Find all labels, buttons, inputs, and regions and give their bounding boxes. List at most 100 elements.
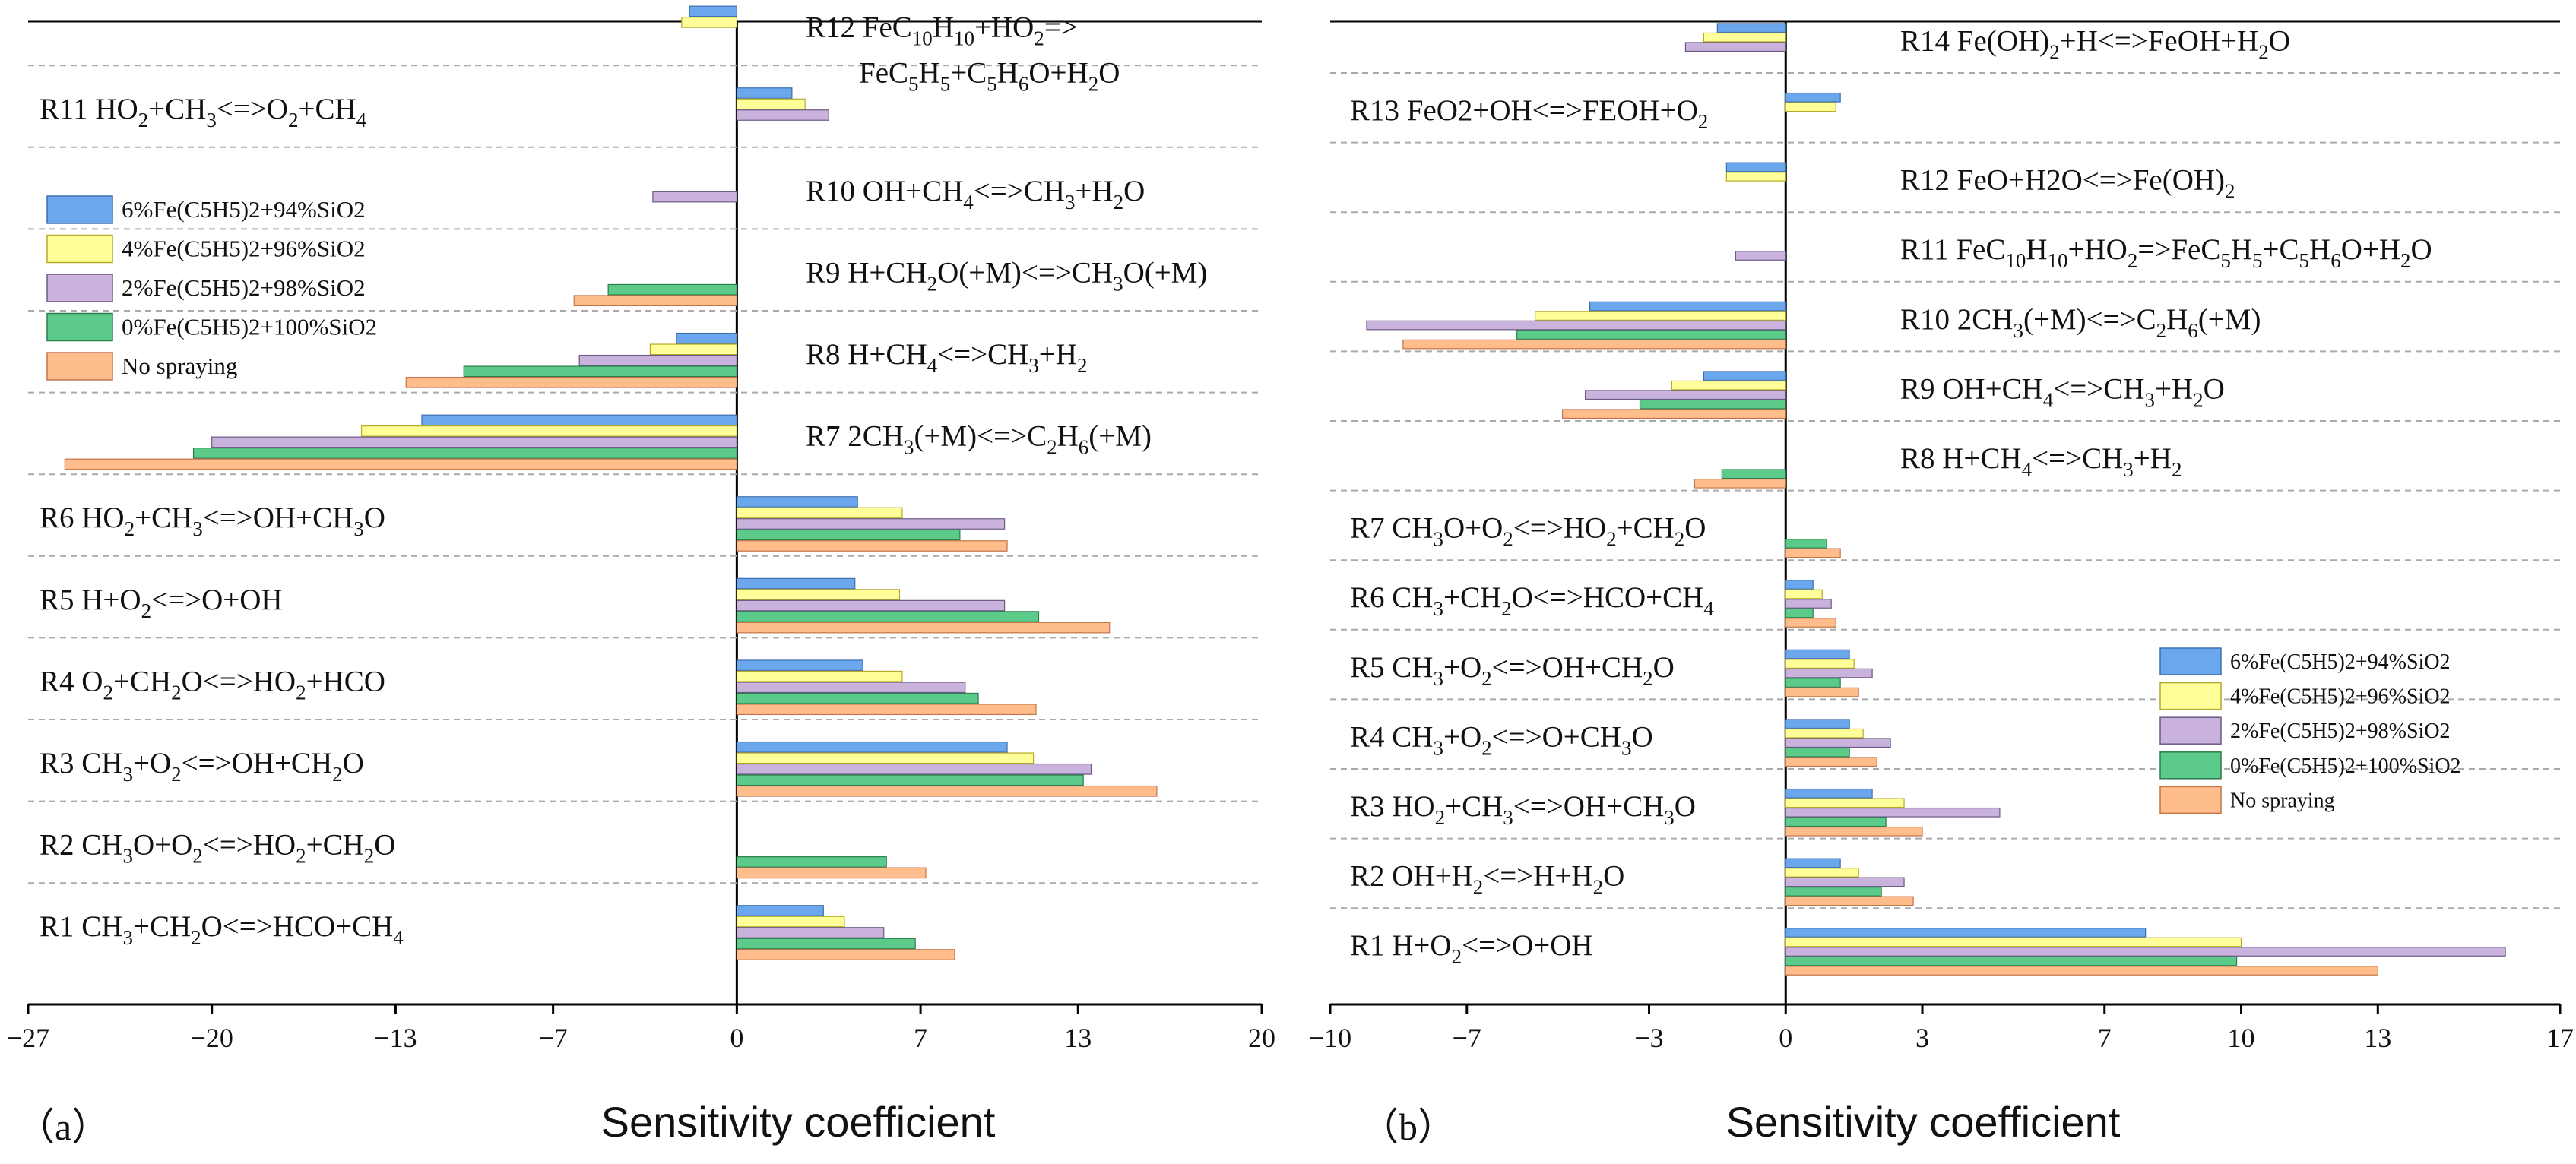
bar-R9-s4 [607, 283, 737, 296]
bar-R12-s1 [1725, 162, 1786, 172]
legend-swatch [2159, 682, 2222, 710]
bar-R5-s3 [1785, 668, 1873, 678]
bar-R1-s5 [736, 949, 955, 960]
bar-R6-s3 [736, 518, 1006, 530]
bar-R3-s1 [736, 741, 1008, 753]
legend-label: 6%Fe(C5H5)2+94%SiO2 [2230, 650, 2451, 674]
bar-R4-s1 [1785, 719, 1850, 729]
bar-R2-s4 [736, 856, 887, 868]
x-tick-label: −7 [1453, 1023, 1481, 1053]
bar-R2-s5 [1785, 896, 1914, 906]
reaction-label-R12-cont: FeC5H5+C5H6O+H2O [859, 57, 1120, 96]
bar-R5-s2 [1785, 659, 1855, 669]
bar-R11-s3 [736, 109, 829, 121]
x-tick-label: 0 [730, 1023, 743, 1053]
bar-R6-s1 [1785, 580, 1814, 590]
bar-R8-s4 [1721, 469, 1786, 479]
bar-R2-s1 [1785, 858, 1841, 868]
legend-label: 2%Fe(C5H5)2+98%SiO2 [122, 274, 366, 301]
bar-R12-s2 [1725, 172, 1786, 182]
legend-swatch [2159, 647, 2222, 675]
bar-R4-s5 [1785, 757, 1877, 767]
bar-R4-s3 [1785, 738, 1891, 748]
reaction-label-R12: R12 FeO+H2O<=>Fe(OH)2 [1900, 164, 2235, 203]
bar-R2-s5 [736, 867, 927, 879]
bar-R11-s3 [1735, 251, 1786, 261]
legend-label: 0%Fe(C5H5)2+100%SiO2 [2230, 754, 2461, 778]
bar-R1-s5 [1785, 966, 2378, 976]
reaction-label-R11: R11 HO2+CH3<=>O2+CH4 [40, 93, 367, 131]
bar-R6-s4 [736, 529, 961, 541]
bar-R5-s3 [736, 599, 1006, 612]
reaction-label-R14: R14 Fe(OH)2+H<=>FeOH+H2O [1900, 24, 2290, 63]
bar-R4-s4 [736, 692, 979, 704]
legend-swatch [2159, 716, 2222, 745]
bar-R2-s2 [1785, 868, 1859, 878]
bar-R4-s2 [1785, 728, 1864, 739]
bar-R1-s4 [736, 938, 916, 950]
bar-R14-s1 [1716, 23, 1786, 33]
x-tick-label: 17 [2546, 1023, 2574, 1053]
bar-R8-s5 [405, 376, 737, 388]
bar-R10-s3 [652, 191, 737, 203]
legend-swatch [2159, 786, 2222, 814]
reaction-label-R3: R3 CH3+O2<=>OH+CH2O [40, 747, 364, 786]
legend-label: 6%Fe(C5H5)2+94%SiO2 [122, 196, 366, 223]
legend-swatch [46, 312, 113, 342]
bar-R8-s2 [649, 343, 737, 356]
bar-R14-s2 [1703, 32, 1786, 43]
bar-R3-s3 [1785, 807, 2001, 818]
bar-R4-s3 [736, 682, 966, 694]
x-tick-label: −13 [374, 1023, 417, 1053]
bar-R7-s5 [64, 458, 737, 470]
x-tick-label: −3 [1634, 1023, 1663, 1053]
x-tick-label: 20 [1248, 1023, 1275, 1053]
legend: 6%Fe(C5H5)2+94%SiO2 4%Fe(C5H5)2+96%SiO2 2%… [46, 195, 377, 381]
bar-R2-s3 [1785, 877, 1905, 887]
reaction-label-R11: R11 FeC10H10+HO2=>FeC5H5+C5H6O+H2O [1900, 233, 2432, 272]
bar-R5-s5 [1785, 687, 1859, 697]
bar-R8-s4 [463, 365, 737, 378]
x-tick-label: −7 [538, 1023, 567, 1053]
bar-R9-s1 [1703, 371, 1786, 381]
bar-R10-s5 [1402, 339, 1786, 350]
x-tick-label: −20 [191, 1023, 233, 1053]
legend-label: No spraying [122, 353, 237, 379]
bar-R5-s4 [1785, 678, 1841, 688]
reaction-label-R4: R4 O2+CH2O<=>HO2+HCO [40, 665, 385, 704]
bar-R5-s5 [736, 622, 1111, 634]
reaction-label-R3: R3 HO2+CH3<=>OH+CH3O [1350, 790, 1696, 829]
reaction-label-R5: R5 H+O2<=>O+OH [40, 584, 283, 622]
x-tick-label: 7 [2098, 1023, 2112, 1053]
legend-swatch [46, 274, 113, 302]
bar-R9-s4 [1639, 399, 1786, 410]
bar-R14-s3 [1684, 42, 1786, 52]
reaction-label-R1: R1 H+O2<=>O+OH [1350, 929, 1593, 968]
legend-swatch [46, 234, 113, 264]
x-tick-label: 0 [1779, 1023, 1792, 1053]
reaction-label-R13: R13 FeO2+OH<=>FEOH+O2 [1350, 94, 1708, 133]
legend-label: No spraying [2230, 789, 2335, 812]
reaction-label-R7: R7 CH3O+O2<=>HO2+CH2O [1350, 512, 1706, 551]
bar-R8-s5 [1694, 478, 1786, 489]
reaction-label-R5: R5 CH3+O2<=>OH+CH2O [1350, 651, 1675, 690]
x-tick-label: 13 [1064, 1023, 1092, 1053]
legend-swatch [46, 195, 113, 224]
bar-R8-s1 [676, 332, 737, 344]
legend-swatch [46, 352, 113, 381]
bar-R10-s4 [1516, 330, 1786, 340]
x-tick-label: 3 [1915, 1023, 1929, 1053]
bar-R6-s3 [1785, 599, 1832, 609]
bar-R3-s4 [1785, 817, 1887, 827]
bar-R10-s2 [1535, 311, 1786, 321]
bar-R7-s5 [1785, 548, 1841, 558]
bar-R13-s2 [1785, 102, 1836, 112]
bar-R12-s1 [689, 5, 737, 17]
reaction-label-R12: R12 FeC10H10+HO2=> [806, 11, 1078, 50]
x-axis-title: Sensitivity coefficient [1726, 1098, 2121, 1146]
bar-R6-s5 [736, 540, 1008, 552]
bar-R1-s2 [1785, 937, 2242, 947]
x-tick-label: 7 [914, 1023, 927, 1053]
bar-R2-s4 [1785, 887, 1882, 897]
